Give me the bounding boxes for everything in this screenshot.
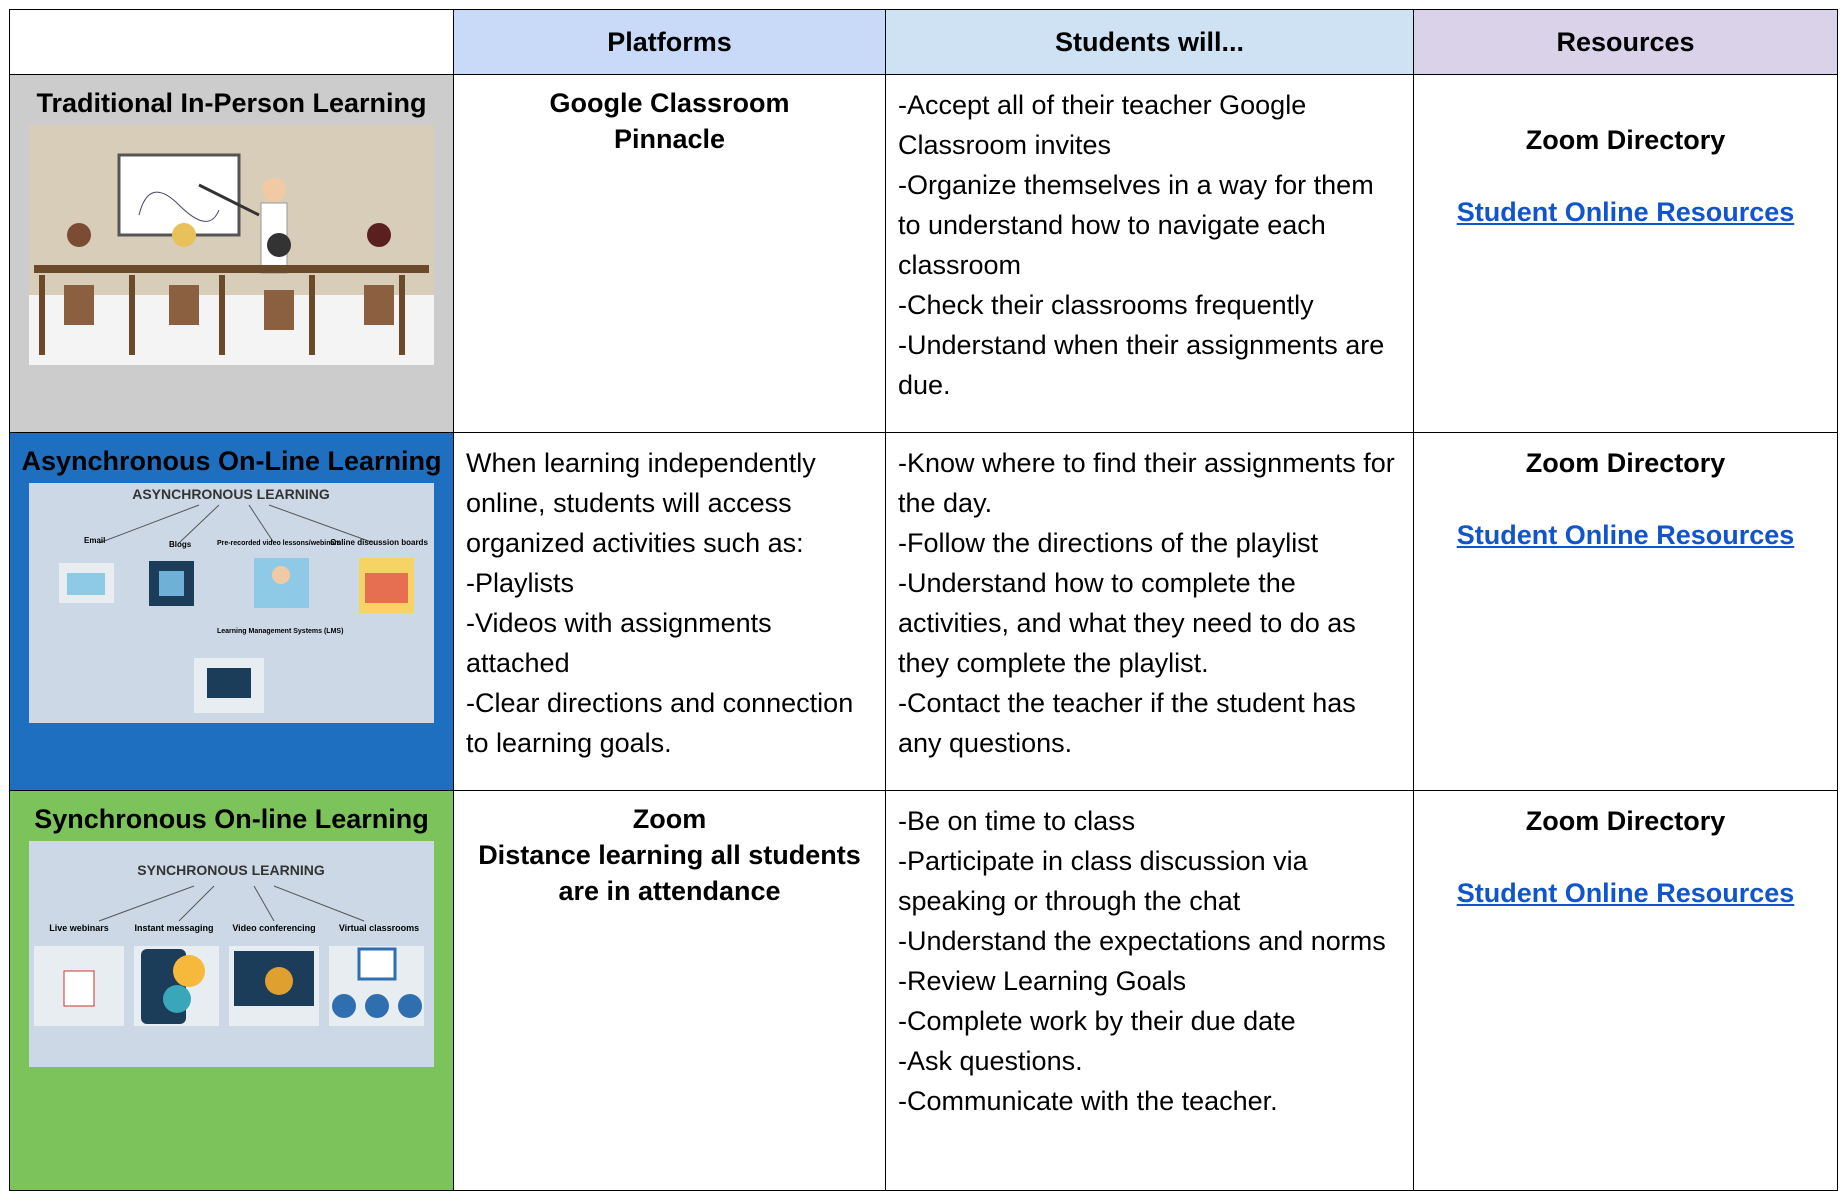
image-label: Live webinars (49, 923, 109, 933)
expectation: -Organize themselves in a way for them t… (898, 170, 1374, 280)
resources-link[interactable]: Student Online Resources (1456, 197, 1795, 227)
row-title: Synchronous On-line Learning (34, 804, 429, 834)
zoom-directory: Zoom Directory (1525, 806, 1726, 836)
title-cell: Asynchronous On-Line Learning ASYNCHRONO… (9, 432, 454, 791)
platform: Distance learning all students are in at… (478, 840, 861, 906)
platform: -Clear directions and connection to lear… (466, 688, 854, 758)
expectation: -Communicate with the teacher. (898, 1086, 1278, 1116)
students-cell: -Accept all of their teacher Google Clas… (885, 74, 1414, 433)
header-cell: Platforms (453, 9, 886, 75)
row-title: Asynchronous On-Line Learning (21, 446, 442, 476)
expectation: -Complete work by their due date (898, 1006, 1296, 1036)
expectation: -Be on time to class (898, 806, 1136, 836)
resources-link[interactable]: Student Online Resources (1456, 520, 1795, 550)
expectation: -Ask questions. (898, 1046, 1083, 1076)
image-heading: SYNCHRONOUS LEARNING (137, 862, 325, 878)
expectation: -Understand how to complete the activiti… (898, 568, 1356, 678)
platform: Pinnacle (613, 124, 726, 154)
title-cell: Traditional In-Person Learning (9, 74, 454, 433)
expectation: -Participate in class discussion via spe… (898, 846, 1308, 916)
row: Traditional In-Person Learning Google Cl… (9, 74, 1838, 433)
resources-cell: Zoom Directory Student Online Resources (1413, 432, 1838, 791)
students-cell: -Be on time to class -Participate in cla… (885, 790, 1414, 1191)
platforms-cell: Zoom Distance learning all students are … (453, 790, 886, 1191)
expectation: -Accept all of their teacher Google Clas… (898, 90, 1307, 160)
image-label: Instant messaging (134, 923, 213, 933)
row-title: Traditional In-Person Learning (36, 88, 427, 118)
expectation: -Follow the directions of the playlist (898, 528, 1319, 558)
image-heading: ASYNCHRONOUS LEARNING (132, 486, 330, 502)
platforms-cell: Google Classroom Pinnacle (453, 74, 886, 433)
image-label: Learning Management Systems (LMS) (217, 628, 343, 635)
title-cell: Synchronous On-line Learning SYNCHRONOUS… (9, 790, 454, 1191)
students-cell: -Know where to find their assignments fo… (885, 432, 1414, 791)
expectation: -Understand the expectations and norms (898, 926, 1386, 956)
plan-table: Platforms Students will... Resources Tra… (9, 9, 1838, 1191)
platform: -Playlists (466, 568, 575, 598)
platform: Google Classroom (549, 88, 790, 118)
resources-cell: Zoom Directory Student Online Resources (1413, 74, 1838, 433)
expectation: -Understand when their assignments are d… (898, 330, 1385, 400)
expectation: -Know where to find their assignments fo… (898, 448, 1395, 518)
platform: -Videos with assignments attached (466, 608, 772, 678)
header-row: Platforms Students will... Resources (9, 9, 1838, 75)
classroom-image (29, 125, 434, 365)
resources-cell: Zoom Directory Student Online Resources (1413, 790, 1838, 1191)
platform: When learning independently online, stud… (466, 448, 816, 558)
platform: Zoom (632, 804, 707, 834)
corner-cell (9, 9, 454, 75)
row: Synchronous On-line Learning SYNCHRONOUS… (9, 790, 1838, 1191)
async-image: ASYNCHRONOUS LEARNING Email Blogs Pre-re… (29, 483, 434, 723)
header-cell: Students will... (885, 9, 1414, 75)
expectation: -Contact the teacher if the student has … (898, 688, 1356, 758)
image-label: Online discussion boards (330, 538, 428, 547)
expectation: -Review Learning Goals (898, 966, 1187, 996)
image-label: Blogs (169, 540, 192, 549)
header-cell: Resources (1413, 9, 1838, 75)
sync-image: SYNCHRONOUS LEARNING Live webinars Insta… (29, 841, 434, 1067)
image-label: Pre-recorded video lessons/webinars (217, 540, 341, 547)
platforms-cell: When learning independently online, stud… (453, 432, 886, 791)
image-label: Virtual classrooms (339, 923, 419, 933)
row: Asynchronous On-Line Learning ASYNCHRONO… (9, 432, 1838, 791)
resources-link[interactable]: Student Online Resources (1456, 878, 1795, 908)
image-label: Email (84, 536, 105, 545)
expectation: -Check their classrooms frequently (898, 290, 1314, 320)
zoom-directory: Zoom Directory (1525, 448, 1726, 478)
image-label: Video conferencing (232, 923, 315, 933)
zoom-directory: Zoom Directory (1525, 125, 1726, 155)
